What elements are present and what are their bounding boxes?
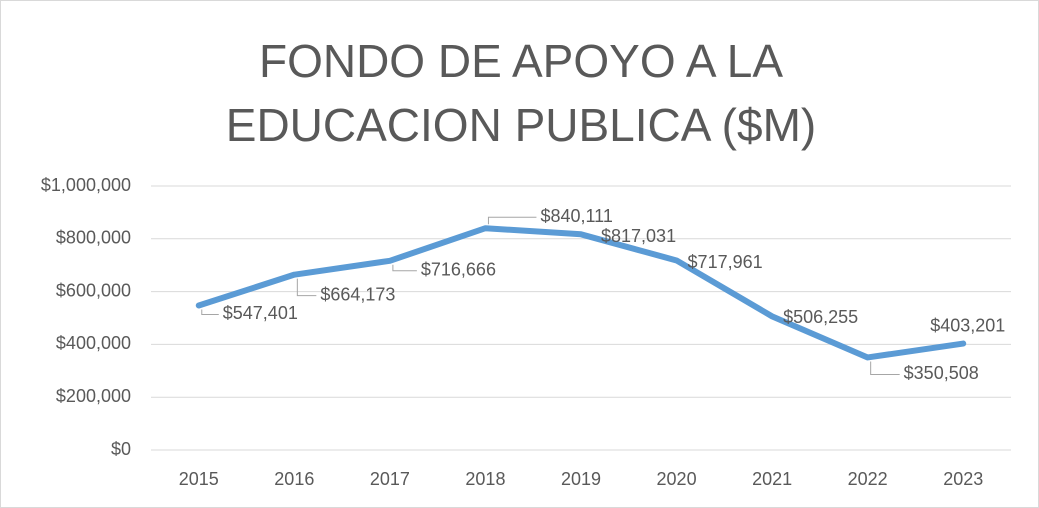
y-tick-label: $0 — [111, 439, 131, 459]
data-label: $716,666 — [421, 260, 496, 280]
x-tick-label: 2022 — [848, 469, 888, 489]
y-tick-label: $600,000 — [56, 280, 131, 300]
leader-line — [870, 361, 900, 375]
leader-line — [392, 264, 417, 272]
data-label: $717,961 — [688, 252, 763, 272]
data-label: $840,111 — [540, 206, 612, 226]
data-line — [195, 225, 967, 361]
x-tick-label: 2021 — [752, 469, 792, 489]
leader-line — [201, 309, 219, 315]
x-tick-label: 2016 — [274, 469, 314, 489]
x-tick-label: 2015 — [179, 469, 219, 489]
leader-line — [296, 278, 317, 297]
y-tick-label: $800,000 — [56, 228, 131, 248]
y-tick-label: $200,000 — [56, 386, 131, 406]
x-tick-label: 2023 — [943, 469, 983, 489]
data-label: $350,508 — [904, 363, 979, 383]
data-label: $817,031 — [601, 226, 676, 246]
y-tick-label: $400,000 — [56, 333, 131, 353]
data-label: $403,201 — [930, 315, 1005, 335]
leader-line — [487, 216, 537, 225]
y-tick-label: $1,000,000 — [41, 175, 131, 195]
x-tick-label: 2020 — [657, 469, 697, 489]
chart-title: FONDO DE APOYO A LA EDUCACION PUBLICA ($… — [225, 35, 817, 151]
data-label: $547,401 — [223, 303, 298, 323]
x-tick-label: 2018 — [465, 469, 505, 489]
data-label: $664,173 — [320, 284, 395, 304]
data-label: $506,255 — [783, 307, 858, 327]
x-tick-label: 2019 — [561, 469, 601, 489]
x-tick-label: 2017 — [370, 469, 410, 489]
